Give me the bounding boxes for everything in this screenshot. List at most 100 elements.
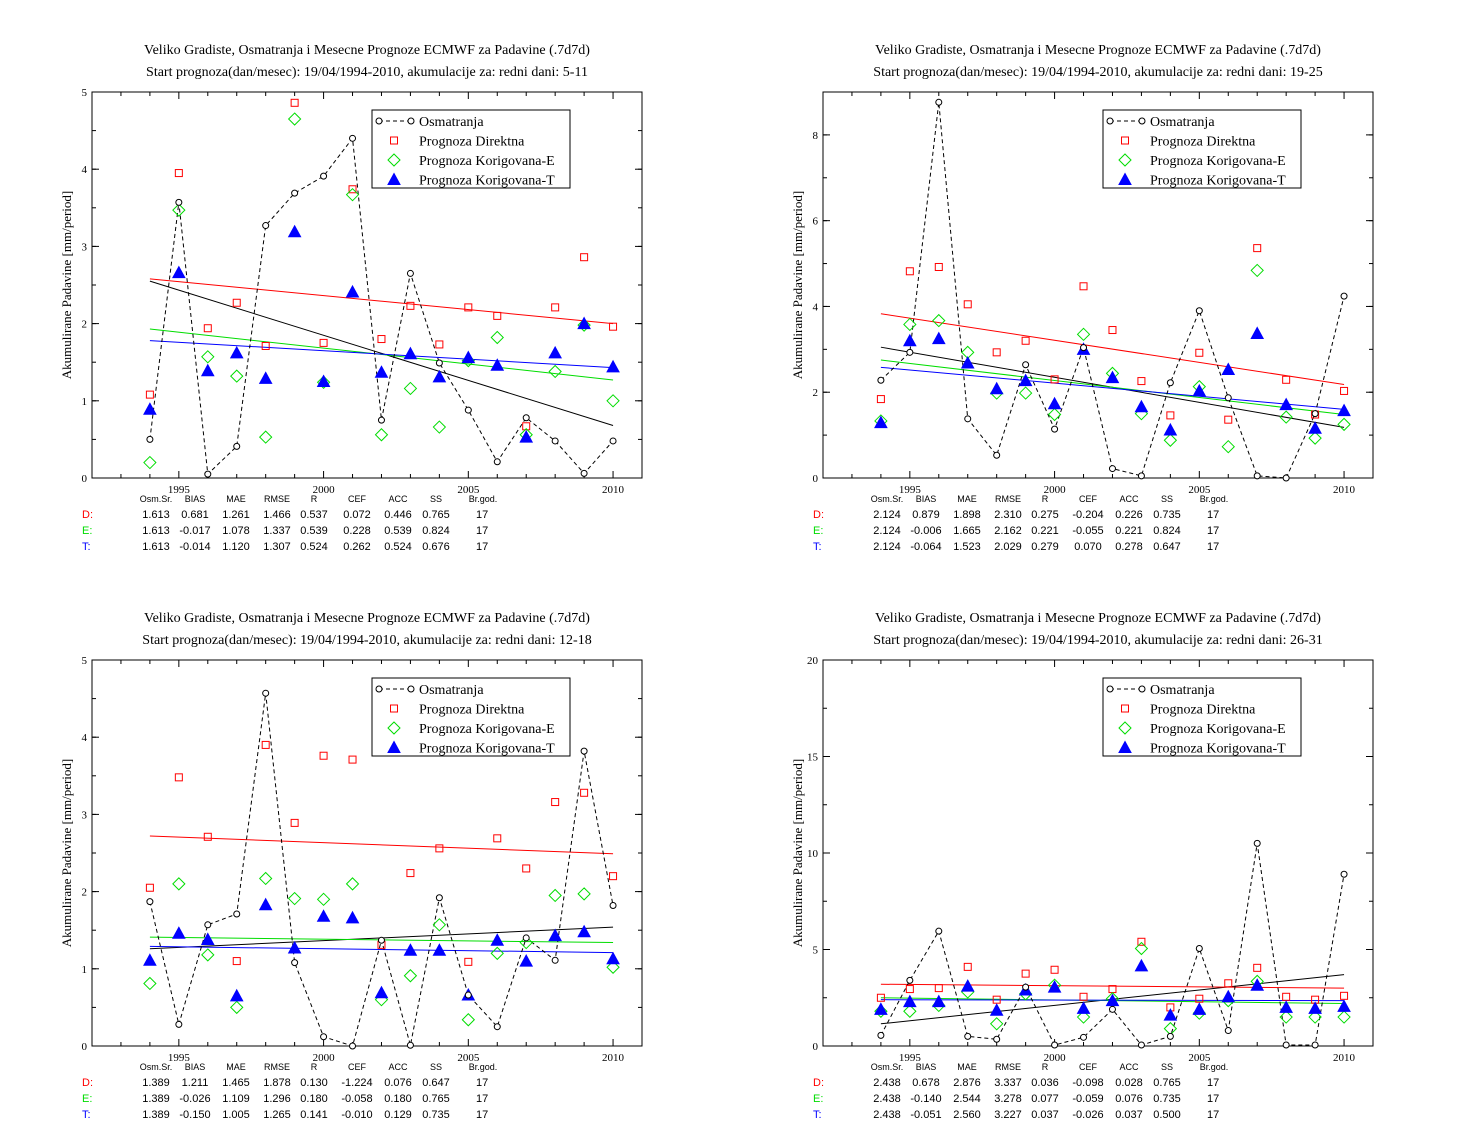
- direct-point: [1282, 992, 1291, 1001]
- corrE-point: [201, 948, 215, 962]
- corrE-point: [230, 1000, 244, 1015]
- corrT-point: [577, 316, 591, 330]
- obs-dashed-line: [880, 843, 1345, 1046]
- corrT-point: [1279, 397, 1294, 411]
- stats-value: 1.389: [142, 1109, 170, 1121]
- direct-point: [522, 422, 531, 431]
- obs-point: [877, 376, 885, 384]
- legend: Osmatranja Prognoza Direktna Prognoza Kori…: [1102, 677, 1302, 757]
- stats-value: 0.180: [384, 1093, 412, 1105]
- x-tick-label: 2010: [1333, 1052, 1356, 1064]
- corrE-point: [606, 394, 620, 408]
- obs-point: [464, 406, 472, 414]
- stats-value: 0.524: [384, 541, 412, 553]
- corrT-point: [1308, 1001, 1322, 1014]
- corrT-point: [577, 924, 591, 938]
- obs-point: [377, 936, 385, 944]
- direct-point: [1079, 282, 1088, 291]
- direct-point: [1340, 386, 1349, 395]
- legend-label: Prognoza Korigovana-T: [419, 174, 555, 189]
- legend-box: [1102, 109, 1302, 189]
- direct-point: [1224, 415, 1233, 424]
- stats-header: ACC: [1119, 494, 1139, 504]
- y-tick-label: 0: [813, 1041, 819, 1053]
- chart-title: Veliko Gradiste, Osmatranja i Mesecne Pr…: [875, 43, 1321, 58]
- corrE-point: [374, 428, 389, 442]
- obs-point: [1253, 472, 1261, 480]
- trend-line-corrE: [880, 359, 1345, 416]
- stats-header: ACC: [388, 494, 408, 504]
- stats-value: -0.017: [179, 525, 210, 537]
- obs-point: [1137, 1041, 1145, 1049]
- x-tick-label: 2010: [1333, 484, 1356, 496]
- corrT-point: [931, 331, 946, 345]
- obs-point: [204, 921, 212, 929]
- x-tick-label: 2000: [1044, 1052, 1067, 1064]
- corrT-point: [258, 371, 273, 384]
- x-tick-label: 2000: [313, 1052, 336, 1064]
- direct-point: [203, 832, 212, 841]
- corrE-point: [1279, 410, 1293, 424]
- corrT-point: [1337, 403, 1351, 417]
- stats-row-label: D:: [813, 1077, 824, 1089]
- stats-row-label: T:: [82, 541, 91, 553]
- chart-panel-3: Veliko Gradiste, Osmatranja i Mesecne Pr…: [59, 611, 643, 1121]
- corrE-point: [316, 892, 331, 907]
- corrT-point: [1308, 421, 1322, 434]
- y-tick-label: 6: [813, 216, 819, 228]
- corrE-point: [143, 976, 157, 991]
- stats-value: 0.130: [300, 1077, 328, 1089]
- obs-point: [964, 1032, 972, 1040]
- corrT-point: [403, 346, 418, 360]
- corrE-point: [387, 721, 401, 735]
- corrT-point: [316, 909, 331, 922]
- stats-row-label: E:: [82, 1093, 92, 1105]
- obs-point: [1051, 425, 1059, 433]
- chart-title: Veliko Gradiste, Osmatranja i Mesecne Pr…: [875, 611, 1321, 626]
- corrT-point: [1221, 362, 1236, 375]
- corrT-point: [229, 345, 244, 359]
- obs-point: [551, 437, 559, 445]
- stats-header: BIAS: [185, 494, 206, 504]
- stats-value: -0.064: [910, 541, 941, 553]
- stats-value: 1.261: [222, 509, 250, 521]
- stats-value: 1.389: [142, 1077, 170, 1089]
- corrE-point: [143, 455, 157, 470]
- y-tick-label: 2: [82, 887, 88, 899]
- stats-value: -0.010: [341, 1109, 372, 1121]
- direct-point: [232, 298, 241, 307]
- legend-marker: [1106, 117, 1114, 125]
- trend-line-direct: [880, 313, 1345, 385]
- obs-point: [609, 437, 617, 445]
- obs-point: [609, 901, 617, 909]
- y-tick-label: 3: [82, 241, 88, 253]
- obs-point: [1195, 945, 1203, 953]
- obs-point: [406, 269, 414, 277]
- direct-point: [493, 311, 502, 320]
- stats-header: Osm.Sr.: [140, 494, 173, 504]
- y-axis-label: Akumulirane Padavine [mm/period]: [790, 191, 805, 379]
- obs-point: [291, 959, 299, 967]
- legend-marker: [375, 117, 383, 125]
- legend-marker: [1138, 117, 1146, 125]
- legend-label: Osmatranja: [419, 115, 484, 130]
- stats-header: ACC: [388, 1062, 408, 1072]
- corrT-point: [548, 345, 563, 359]
- obs-point: [877, 1031, 885, 1039]
- corrT-point: [200, 363, 215, 377]
- direct-point: [1224, 979, 1233, 988]
- corrT-point: [403, 943, 418, 956]
- obs-point: [349, 134, 357, 142]
- stats-header: SS: [1161, 494, 1173, 504]
- direct-point: [1050, 375, 1059, 384]
- stats-value: 1.898: [953, 509, 981, 521]
- y-tick-label: 15: [807, 752, 819, 764]
- corrT-point: [874, 415, 888, 429]
- corrT-point: [229, 988, 244, 1002]
- stats-value: 0.221: [1115, 525, 1143, 537]
- direct-point: [1253, 963, 1262, 972]
- corrE-point: [1337, 417, 1351, 432]
- direct-point: [1108, 326, 1117, 335]
- obs-point: [291, 189, 299, 197]
- corrT-point: [1134, 399, 1149, 413]
